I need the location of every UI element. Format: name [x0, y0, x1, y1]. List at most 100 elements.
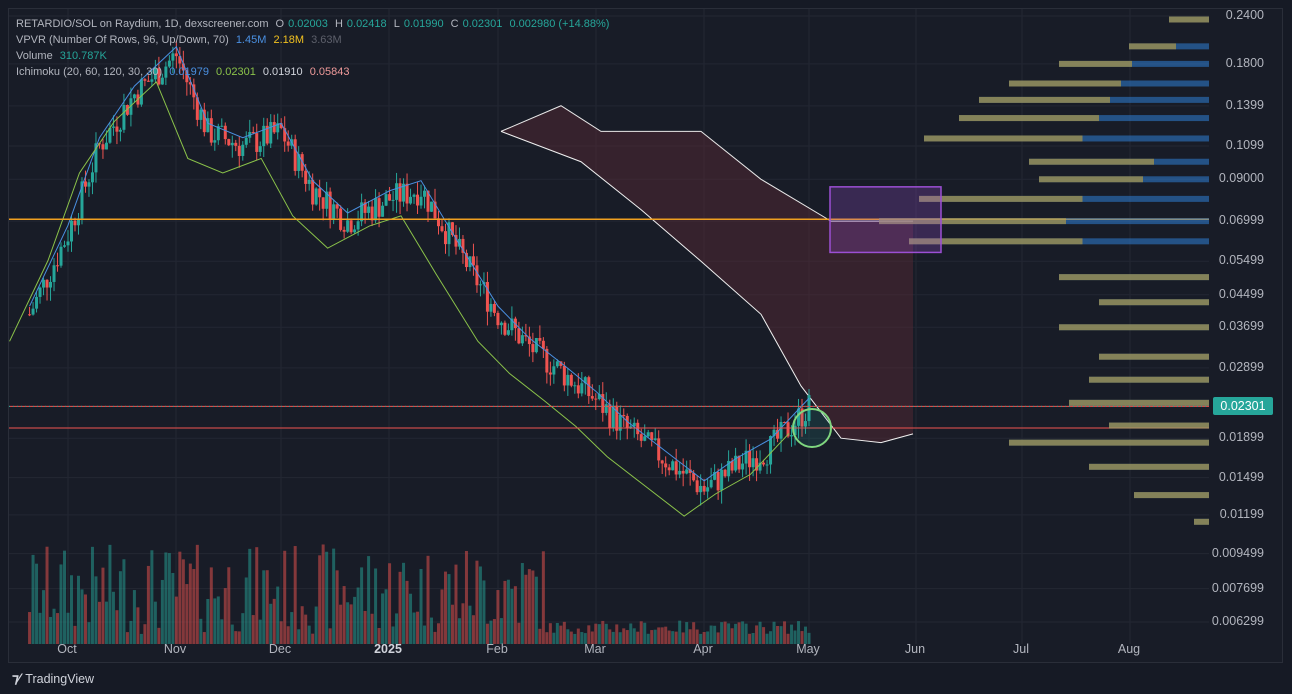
volume-bar [377, 627, 381, 644]
vpvr-down-bar [1069, 399, 1209, 406]
volume-bar [772, 621, 776, 644]
volume-bar [164, 552, 168, 644]
volume-bar [562, 621, 566, 644]
volume-bar [653, 629, 657, 644]
candle-body [608, 404, 612, 428]
candle-body [583, 377, 587, 384]
vpvr-down-bar [1059, 324, 1209, 331]
vpvr-down-bar [1089, 376, 1209, 383]
volume-bar [797, 621, 801, 644]
candle-body [531, 344, 535, 353]
x-tick-label: Feb [486, 642, 508, 656]
candle-body [678, 470, 682, 475]
volume-bar [716, 632, 720, 644]
volume-bar [699, 633, 703, 644]
volume-bar [230, 624, 234, 644]
volume-bar [426, 555, 430, 644]
volume-bar [293, 546, 297, 644]
volume-bar [346, 602, 350, 644]
candle-body [108, 127, 112, 143]
candle-body [587, 377, 591, 397]
candle-body [674, 461, 678, 475]
candle-body [461, 238, 465, 253]
candle-body [118, 129, 122, 132]
volume-bar [783, 621, 787, 644]
y-tick-label: 0.1099 [1225, 138, 1264, 153]
volume-bar [779, 626, 783, 644]
candle-body [443, 231, 447, 245]
candle-body [569, 374, 573, 386]
candle-body [209, 118, 213, 143]
candle-body [398, 183, 402, 202]
volume-bar [125, 632, 129, 644]
price-chart[interactable] [9, 9, 1284, 664]
volume-bar [590, 631, 594, 644]
candle-body [699, 485, 703, 493]
chart-frame[interactable] [8, 8, 1283, 663]
candle-body [307, 179, 311, 184]
volume-bar [290, 612, 294, 644]
volume-bar [580, 632, 584, 644]
candle-body [741, 463, 745, 470]
candle-body [660, 460, 664, 464]
volume-bar [244, 577, 248, 644]
candle-body [38, 287, 42, 297]
candle-body [737, 455, 741, 470]
volume-bar [73, 625, 77, 644]
volume-bar [419, 568, 423, 644]
candle-body [370, 206, 374, 221]
change-value: 0.002980 (+14.88%) [509, 18, 610, 30]
candle-body [405, 183, 409, 204]
candle-body [258, 146, 262, 152]
y-tick-label: 0.04499 [1218, 286, 1264, 301]
volume-bar [650, 630, 654, 644]
volume-bar [356, 587, 360, 644]
candle-body [388, 194, 392, 201]
candle-body [318, 188, 322, 198]
volume-bar [695, 629, 699, 644]
x-tick-label: Aug [1117, 642, 1141, 656]
volume-bar [552, 632, 556, 644]
candle-body [76, 218, 80, 226]
volume-bar [199, 618, 203, 644]
candle-body [664, 463, 668, 468]
vpvr-down-bar [1099, 299, 1209, 306]
candle-body [618, 414, 622, 431]
volume-bar [402, 562, 406, 644]
volume-bar [216, 596, 220, 644]
candle-body [440, 226, 444, 232]
volume-bar [566, 629, 570, 644]
volume-bar [167, 553, 171, 644]
volume-bar [615, 624, 619, 644]
vpvr-down-bar [1029, 158, 1154, 165]
volume-bar [618, 632, 622, 644]
volume-bar [255, 547, 259, 644]
candle-body [552, 366, 556, 375]
tradingview-brand[interactable]: ⁊⁄ TradingView [12, 670, 94, 687]
volume-bar [209, 567, 213, 644]
volume-bar [234, 631, 238, 644]
candle-body [185, 70, 189, 83]
candle-body [216, 126, 220, 141]
candle-body [580, 383, 584, 394]
candle-body [779, 421, 783, 439]
candle-body [244, 137, 248, 145]
volume-bar [471, 615, 475, 644]
volume-bar [80, 589, 84, 644]
volume-bar [223, 588, 227, 644]
volume-bar [720, 622, 724, 644]
volume-bar [741, 621, 745, 644]
volume-bar [300, 606, 304, 644]
candle-body [769, 436, 773, 465]
candle-body [125, 104, 129, 115]
close-label: C [450, 18, 459, 30]
volume-bar [38, 612, 42, 644]
candle-body [80, 181, 84, 219]
candle-body [419, 196, 423, 206]
volume-bar [374, 568, 378, 644]
volume-bar [457, 618, 461, 644]
volume-bar [360, 567, 364, 644]
volume-bar [304, 614, 308, 644]
candle-body [748, 450, 752, 468]
volume-bar [251, 615, 255, 644]
